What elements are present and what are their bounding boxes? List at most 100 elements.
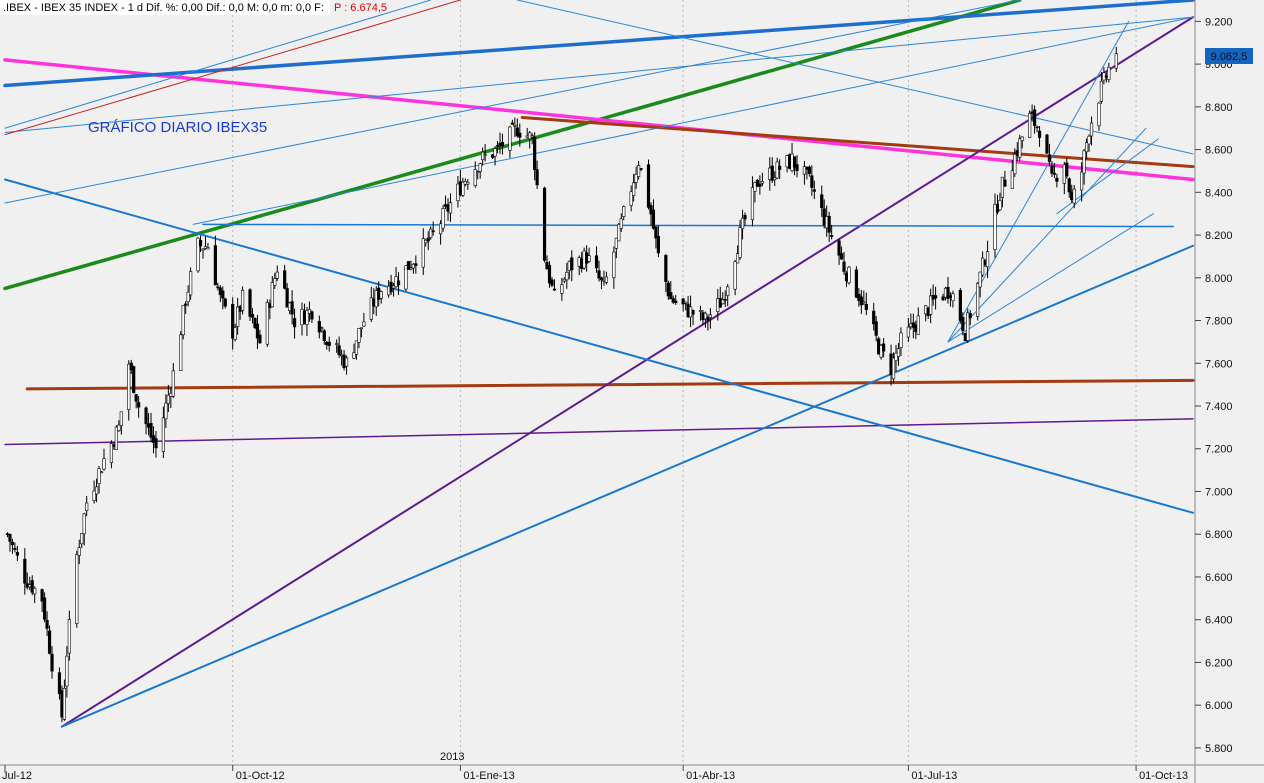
candle-body xyxy=(820,194,824,209)
y-tick-label: 7.600 xyxy=(1205,358,1233,370)
candle-body xyxy=(164,402,168,420)
candle-body xyxy=(265,302,269,345)
candle-body xyxy=(758,183,762,187)
candle-body xyxy=(45,619,49,629)
candle-body xyxy=(478,163,482,172)
candle-body xyxy=(597,270,601,279)
candle-body xyxy=(978,271,982,288)
candle-body xyxy=(891,357,896,380)
candle-body xyxy=(778,165,782,170)
candle-body xyxy=(236,306,240,327)
candle-body xyxy=(327,341,331,346)
candle-body xyxy=(149,423,153,438)
trendline-blue_thin xyxy=(192,16,1194,225)
candle-body xyxy=(166,394,170,404)
y-tick-label: 9.200 xyxy=(1205,16,1233,28)
candle-body xyxy=(735,253,740,264)
candle-body xyxy=(837,240,841,256)
trendline-green xyxy=(3,0,1022,291)
candle-body xyxy=(773,177,777,180)
candle-body xyxy=(684,301,688,304)
candle-body xyxy=(726,286,730,296)
candle-body xyxy=(619,218,623,229)
y-tick-label: 6.400 xyxy=(1205,615,1233,627)
candle-body xyxy=(132,366,136,394)
candle-body xyxy=(189,271,193,296)
candle-body xyxy=(958,289,962,321)
candle-body xyxy=(1028,113,1032,138)
y-tick-label: 7.200 xyxy=(1205,444,1233,456)
candle-body xyxy=(622,206,626,217)
candle-body xyxy=(664,255,668,282)
candle-body xyxy=(258,334,262,344)
candle-body xyxy=(231,303,235,339)
candle-body xyxy=(448,202,453,214)
candle-body xyxy=(476,171,480,173)
candle-body xyxy=(515,127,519,137)
candle-body xyxy=(80,533,84,545)
candle-body xyxy=(33,587,37,595)
candle-body xyxy=(882,343,886,352)
candle-body xyxy=(359,327,364,330)
candle-body xyxy=(201,248,205,251)
candle-body xyxy=(92,490,96,501)
candle-body xyxy=(127,363,131,411)
trendline-blue_thin xyxy=(947,213,1154,343)
x-tick-label: 01-Ene-13 xyxy=(463,770,514,782)
candle-body xyxy=(656,235,660,254)
candle-body xyxy=(743,214,747,220)
candle-body xyxy=(842,261,846,272)
candle-body xyxy=(723,298,727,301)
candle-body xyxy=(109,443,114,463)
y-axis-ticks: 9.2009.0008.8008.6008.4008.2008.0007.800… xyxy=(1195,16,1233,755)
candle-body xyxy=(654,226,658,239)
y-tick-label: 6.800 xyxy=(1205,529,1233,541)
candle-body xyxy=(409,267,413,270)
candle-body xyxy=(629,191,633,206)
trendlines xyxy=(3,0,1195,728)
candle-body xyxy=(899,332,903,348)
candle-body xyxy=(23,558,27,584)
candle-body xyxy=(1084,142,1089,153)
candle-body xyxy=(483,154,487,156)
candle-body xyxy=(322,330,326,342)
candle-body xyxy=(216,286,220,289)
candle-body xyxy=(775,161,779,179)
candle-body xyxy=(426,237,430,242)
candle-body xyxy=(253,318,257,328)
candle-body xyxy=(1097,102,1101,127)
candle-body xyxy=(666,282,670,297)
candle-body xyxy=(379,291,383,299)
candle-body xyxy=(599,277,604,281)
candle-body xyxy=(473,169,477,186)
candle-body xyxy=(320,327,324,329)
candle-body xyxy=(916,315,920,335)
candle-body xyxy=(933,295,938,299)
candle-body xyxy=(134,394,138,402)
last-value-badge: 9.062,5 xyxy=(1205,48,1253,64)
candle-body xyxy=(270,282,274,308)
candle-body xyxy=(703,312,708,320)
candle-body xyxy=(241,289,245,311)
candle-body xyxy=(1045,134,1049,154)
candle-body xyxy=(807,166,811,175)
candle-body xyxy=(186,291,190,303)
candle-body xyxy=(1082,150,1086,174)
candle-body xyxy=(250,314,255,318)
candle-body xyxy=(1052,172,1056,175)
trendline-purple xyxy=(4,418,1194,446)
candle-body xyxy=(830,235,834,237)
candle-body xyxy=(213,245,217,286)
candle-body xyxy=(57,672,62,695)
y-tick-label: 7.800 xyxy=(1205,316,1233,328)
candle-body xyxy=(750,187,755,221)
candle-body xyxy=(968,313,972,319)
candle-body xyxy=(161,417,166,452)
trendline-blue_thin xyxy=(4,0,432,129)
candle-body xyxy=(1013,153,1017,175)
candle-body xyxy=(15,552,19,556)
candle-body xyxy=(671,298,675,303)
candle-body xyxy=(255,323,260,339)
candle-body xyxy=(929,295,933,315)
candle-body xyxy=(102,458,106,470)
